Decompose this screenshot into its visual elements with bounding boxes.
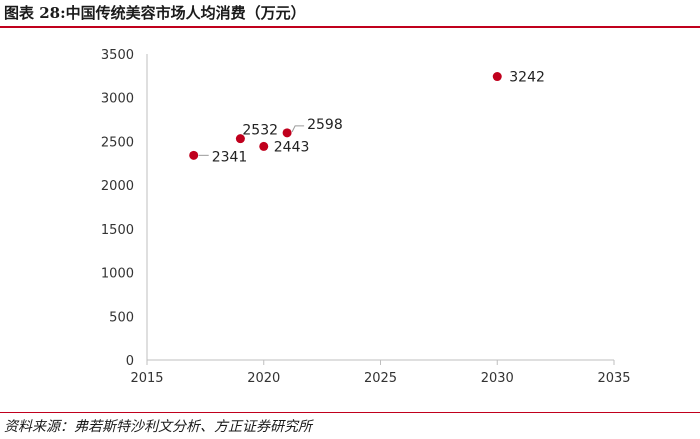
data-label: 2341 bbox=[212, 149, 248, 165]
y-tick-label: 500 bbox=[109, 310, 134, 325]
y-tick-label: 3000 bbox=[101, 92, 134, 107]
source-note: 资料来源：弗若斯特沙利文分析、方正证券研究所 bbox=[4, 419, 312, 435]
y-tick-label: 2500 bbox=[101, 135, 134, 150]
x-tick-label: 2015 bbox=[130, 371, 163, 386]
scatter-chart: 0 500 1000 1500 2000 2500 3000 3500 2015 2020 2025… bbox=[101, 48, 631, 386]
data-point bbox=[282, 128, 292, 138]
data-point bbox=[259, 141, 269, 151]
source-divider bbox=[0, 412, 700, 413]
x-tick-label: 2035 bbox=[597, 371, 630, 386]
label-leader-line bbox=[291, 125, 305, 133]
chart-title: 图表 28:中国传统美容市场人均消费（万元） bbox=[4, 4, 306, 22]
data-label: 2443 bbox=[274, 139, 310, 155]
y-tick-label: 2000 bbox=[101, 179, 134, 194]
x-tick-label: 2025 bbox=[364, 371, 397, 386]
y-tick-label: 1500 bbox=[101, 223, 134, 238]
y-tick-label: 0 bbox=[126, 354, 134, 369]
chart-axes: 0 500 1000 1500 2000 2500 3000 3500 2015 2020 2025… bbox=[101, 48, 631, 386]
data-point bbox=[492, 72, 502, 82]
data-point bbox=[189, 150, 199, 160]
x-tick-label: 2030 bbox=[481, 371, 514, 386]
title-divider bbox=[0, 26, 700, 28]
x-tick-label: 2020 bbox=[247, 371, 280, 386]
y-tick-label: 1000 bbox=[101, 267, 134, 282]
data-point bbox=[235, 134, 245, 144]
y-tick-label: 3500 bbox=[101, 48, 134, 63]
data-label: 2532 bbox=[242, 123, 278, 139]
data-label: 2598 bbox=[307, 117, 343, 133]
data-label: 3242 bbox=[509, 70, 545, 86]
